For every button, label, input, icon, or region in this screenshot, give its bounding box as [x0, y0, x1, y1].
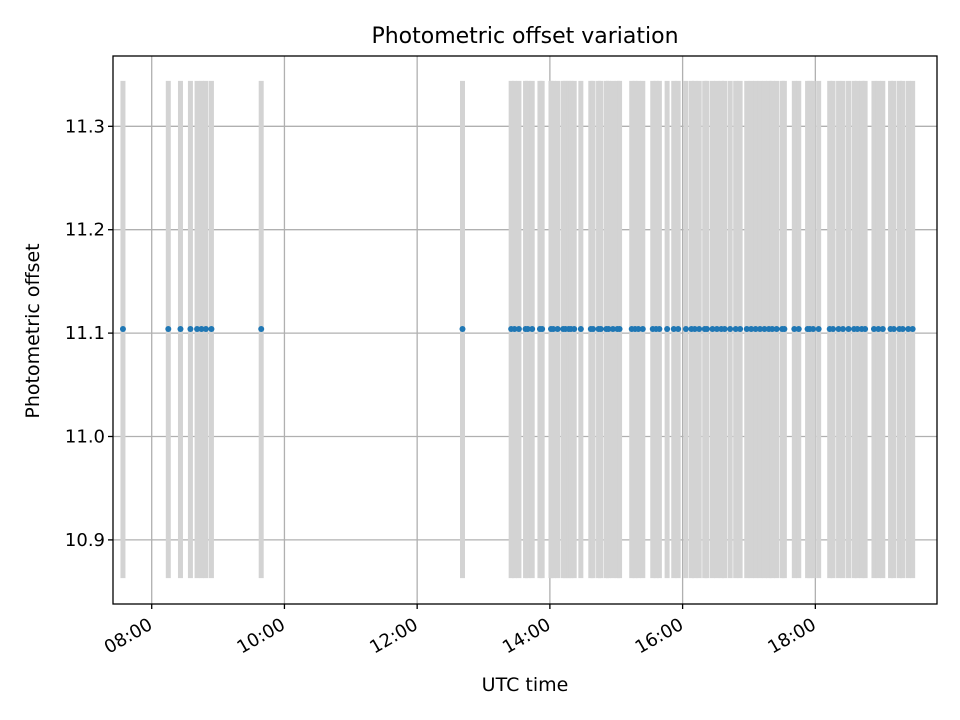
data-point [529, 325, 536, 332]
data-point [675, 325, 682, 332]
data-point [743, 325, 750, 332]
data-points [119, 325, 916, 332]
data-point [713, 325, 720, 332]
data-point [696, 325, 703, 332]
data-point [664, 325, 671, 332]
data-point [709, 325, 716, 332]
data-point [682, 325, 689, 332]
data-point [748, 325, 755, 332]
data-point [781, 325, 788, 332]
data-point [761, 325, 768, 332]
data-point [635, 325, 642, 332]
data-point [854, 325, 861, 332]
data-point [835, 325, 842, 332]
data-point [899, 325, 906, 332]
data-point [810, 325, 817, 332]
y-tick-label: 11.1 [65, 323, 105, 344]
data-point [691, 325, 698, 332]
y-tick-label: 11.3 [65, 116, 105, 137]
x-axis-label: UTC time [482, 674, 569, 696]
data-point [187, 325, 194, 332]
data-point [830, 325, 837, 332]
data-point [539, 325, 546, 332]
data-point [703, 325, 710, 332]
data-point [459, 325, 466, 332]
data-point [815, 325, 822, 332]
data-point [202, 325, 209, 332]
data-point [165, 325, 172, 332]
data-point [208, 325, 215, 332]
data-point [656, 325, 663, 332]
data-point [870, 325, 877, 332]
data-point [879, 325, 886, 332]
data-point [609, 325, 616, 332]
data-point [670, 325, 677, 332]
data-point [752, 325, 759, 332]
data-point [875, 325, 882, 332]
y-tick-label: 10.9 [65, 530, 105, 551]
plot-frame [112, 55, 938, 605]
data-point [909, 325, 916, 332]
data-point [177, 325, 184, 332]
data-point [550, 325, 557, 332]
data-point [571, 325, 578, 332]
data-point [757, 325, 764, 332]
data-point [515, 325, 522, 332]
data-point [511, 325, 518, 332]
data-point [639, 325, 646, 332]
chart-title: Photometric offset variation [371, 24, 678, 49]
data-point [890, 325, 897, 332]
data-point [845, 325, 852, 332]
data-point [605, 325, 612, 332]
data-point [258, 325, 265, 332]
data-point [839, 325, 846, 332]
data-point [616, 325, 623, 332]
data-point [194, 325, 201, 332]
data-point [737, 325, 744, 332]
data-point [554, 325, 561, 332]
y-tick-label: 11.2 [65, 220, 105, 241]
data-point [727, 325, 734, 332]
data-point [119, 325, 126, 332]
data-point [795, 325, 802, 332]
y-axis-ticks: 10.9 11.0 11.1 11.2 11.3 [65, 116, 113, 551]
data-point [524, 325, 531, 332]
data-point [577, 325, 584, 332]
y-axis-label: Photometric offset [22, 243, 44, 418]
y-tick-label: 11.0 [65, 426, 105, 447]
data-point [773, 325, 780, 332]
data-point [791, 325, 798, 332]
data-point [732, 325, 739, 332]
data-point [590, 325, 597, 332]
data-point [862, 325, 869, 332]
data-point [769, 325, 776, 332]
data-point [721, 325, 728, 332]
data-point [198, 325, 205, 332]
data-point [905, 325, 912, 332]
data-point [597, 325, 604, 332]
